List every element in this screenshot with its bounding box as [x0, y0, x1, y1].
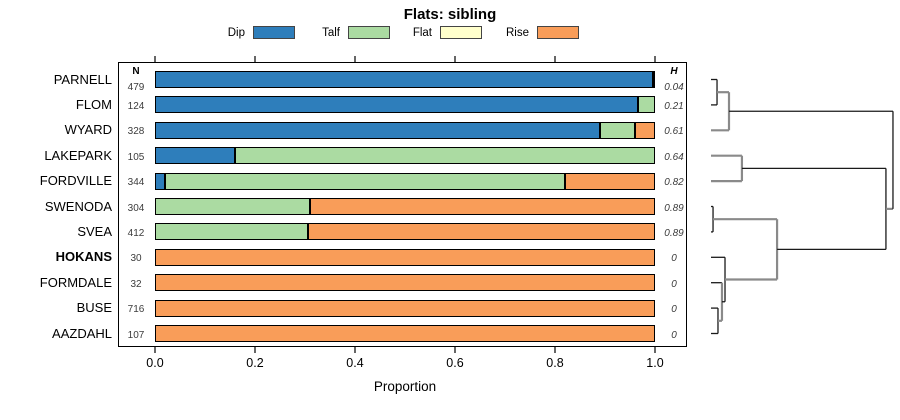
h-value: 0 — [671, 278, 677, 290]
bar-segment-rise — [155, 248, 655, 266]
x-tick-label: 0.8 — [546, 356, 564, 370]
bar-segment-rise — [565, 172, 655, 190]
bar-segment-talf — [600, 121, 635, 139]
row-label: BUSE — [76, 300, 112, 316]
h-value: 0.64 — [664, 151, 684, 163]
n-value: 716 — [127, 304, 145, 316]
n-value: 107 — [127, 329, 145, 341]
legend-swatch-rise — [537, 26, 579, 39]
row-label: SVEA — [77, 223, 112, 239]
bar-segment-dip — [155, 147, 235, 165]
row-label: HOKANS — [55, 249, 112, 265]
n-value: 124 — [127, 100, 145, 112]
x-tick-label: 0.2 — [246, 356, 264, 370]
bar-segment-talf — [637, 96, 655, 114]
n-value: 105 — [127, 151, 145, 163]
bar-segment-talf — [165, 172, 565, 190]
h-value: 0 — [671, 329, 677, 341]
n-value: 328 — [127, 126, 145, 138]
bar-segment-rise — [155, 274, 655, 292]
n-value: 344 — [127, 177, 145, 189]
x-tick-label: 0.4 — [346, 356, 364, 370]
n-value: 32 — [130, 278, 142, 290]
n-column-header: N — [132, 66, 140, 77]
row-label: WYARD — [64, 122, 112, 138]
row-label: LAKEPARK — [44, 147, 112, 163]
h-value: 0.04 — [664, 81, 684, 93]
h-value: 0.61 — [664, 126, 684, 138]
chart-title: Flats: sibling — [403, 6, 497, 23]
bar-segment-talf — [155, 198, 310, 215]
bar-segment-rise — [635, 121, 655, 139]
legend-label-flat: Flat — [412, 27, 432, 39]
n-value: 412 — [127, 227, 145, 239]
n-value: 30 — [130, 253, 142, 265]
bar-segment-rise — [307, 223, 655, 241]
bar-segment-talf — [652, 71, 655, 88]
legend-label-dip: Dip — [227, 27, 245, 39]
legend-label-talf: Talf — [322, 27, 340, 39]
x-tick-label: 0.6 — [446, 356, 464, 370]
row-label: PARNELL — [53, 71, 112, 87]
h-value: 0.89 — [664, 202, 684, 214]
bar-segment-talf — [155, 223, 308, 241]
legend-label-rise: Rise — [505, 27, 529, 39]
row-label: SWENODA — [44, 198, 112, 214]
h-column-header: H — [670, 66, 678, 77]
row-label: AAZDAHL — [52, 325, 112, 341]
h-value: 0.82 — [664, 177, 684, 189]
bar-segment-talf — [235, 147, 655, 165]
x-tick-label: 1.0 — [646, 356, 664, 370]
row-label: FORMDALE — [39, 274, 112, 290]
n-value: 479 — [127, 81, 145, 93]
h-value: 0.89 — [664, 227, 684, 239]
legend-swatch-talf — [348, 26, 390, 39]
bar-segment-rise — [155, 299, 655, 317]
bar-segment-rise — [155, 325, 655, 342]
row-label: FLOM — [75, 96, 112, 112]
x-axis-title: Proportion — [373, 379, 437, 394]
bar-segment-dip — [155, 172, 165, 190]
legend-swatch-dip — [253, 26, 295, 39]
h-value: 0 — [671, 253, 677, 265]
h-value: 0 — [671, 304, 677, 316]
bar-segment-dip — [155, 71, 653, 88]
legend-swatch-flat — [440, 26, 482, 39]
n-value: 304 — [127, 202, 145, 214]
row-label: FORDVILLE — [39, 173, 112, 189]
h-value: 0.21 — [664, 100, 684, 112]
bar-segment-rise — [310, 198, 655, 215]
bar-segment-dip — [155, 121, 600, 139]
x-tick-label: 0.0 — [146, 356, 164, 370]
bar-segment-dip — [155, 96, 638, 114]
